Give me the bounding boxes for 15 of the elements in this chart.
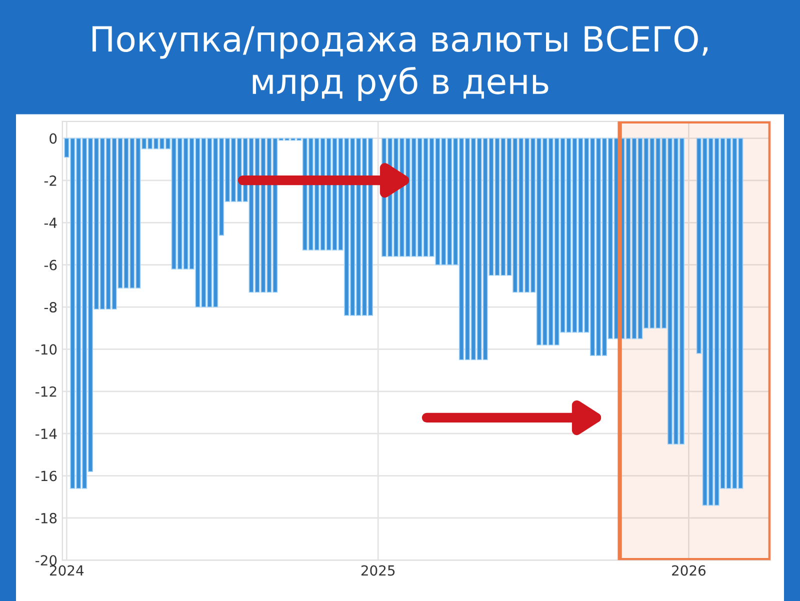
y-tick-label: -12 xyxy=(36,386,56,397)
chart-title: Покупка/продажа валюты ВСЕГО, млрд руб в день xyxy=(92,26,708,102)
y-tick-label: -8 xyxy=(44,302,57,312)
x-tick-label: 2024 xyxy=(50,565,84,576)
y-tick-label: -14 xyxy=(36,428,57,439)
y-tick-label: -6 xyxy=(44,260,57,270)
y-tick-label: -18 xyxy=(36,512,57,524)
y-tick-label: -10 xyxy=(36,344,57,355)
y-tick-label: 0 xyxy=(50,133,57,144)
x-tick-label: 2025 xyxy=(361,565,395,576)
y-tick-label: -16 xyxy=(36,470,57,482)
y-tick-label: -4 xyxy=(44,218,57,228)
x-tick-label: 2026 xyxy=(672,565,706,576)
y-tick-label: -20 xyxy=(36,555,57,566)
y-tick-label: -2 xyxy=(44,175,56,186)
